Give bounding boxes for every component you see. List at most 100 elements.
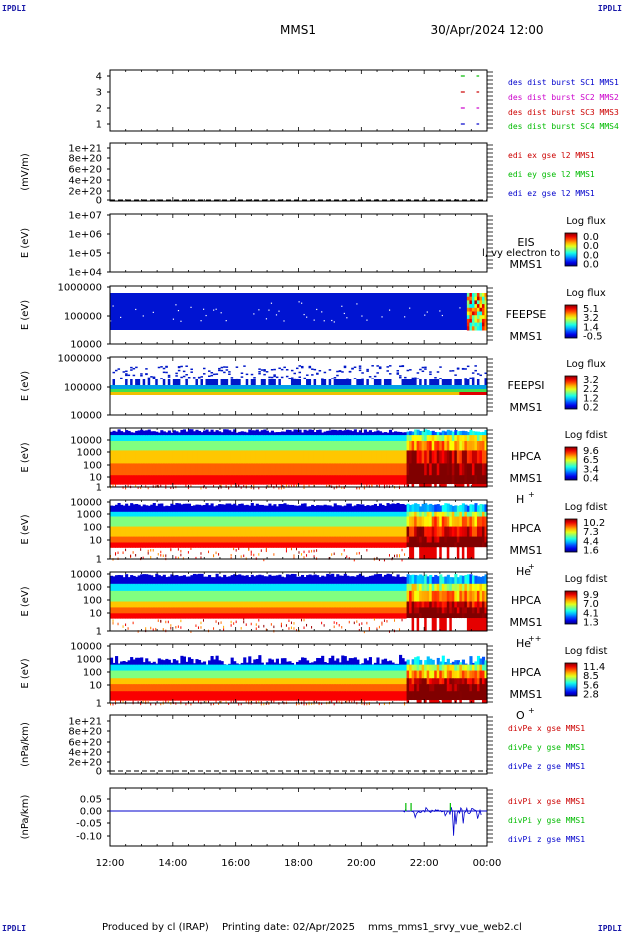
header-datetime: 30/Apr/2024 12:00	[430, 23, 543, 37]
panel-edi-legend-entry: edi ex gse l2 MMS1	[508, 151, 595, 160]
panel-hpca_h-ylabel: E (eV)	[20, 442, 31, 472]
panel-hpca_o-charge: +	[528, 706, 535, 715]
panel-edi-ytick-label: 2e+20	[68, 187, 102, 198]
panel-divpi-ytick-label: -0.10	[76, 832, 102, 843]
panel-hpca_h-cbar-tick: 9.6	[583, 446, 599, 457]
panel-hpca_he-charge: +	[528, 562, 535, 571]
x-tick-label: 14:00	[158, 858, 187, 869]
panel-hpca_h-spectrogram	[110, 429, 488, 490]
panel-burst-frame	[109, 69, 488, 132]
panel-hpca_he-ytick-label: 1000	[77, 510, 102, 521]
panel-divpe-ylabel: (nPa/km)	[20, 722, 31, 767]
panel-hpca_hepp-species: He	[516, 637, 531, 650]
panel-feepse-cbar-tick: 5.1	[583, 304, 599, 315]
panel-edi-ytick-label: 8e+20	[68, 154, 102, 165]
panel-hpca_he-colorbar	[564, 518, 578, 553]
panel-hpca_h-subtitle: MMS1	[510, 472, 543, 485]
panel-hpca_he-cbar-tick: 4.4	[583, 536, 599, 547]
time-axis: 12:00 14:00 16:00 18:00 20:00 22:00 00:00	[96, 858, 502, 869]
panel-hpca_he-ytick-label: 100	[83, 523, 102, 534]
panel-hpca_o-species: O	[516, 709, 525, 722]
panel-feepse-ytick-label: 1000000	[57, 283, 102, 294]
panel-hpca_he-spectrogram	[110, 502, 488, 562]
panel-hpca_o-cbar-tick: 8.5	[583, 671, 599, 682]
panel-feepsi-ytick-label: 100000	[64, 383, 102, 394]
panel-hpca_hepp-title: HPCA	[511, 594, 542, 607]
panel-eis-ytick-label: 1e+06	[68, 230, 102, 241]
panel-divpe-ytick-label: 4e+20	[68, 748, 102, 759]
panel-hpca_he-cbar-tick: 1.6	[583, 546, 599, 557]
panel-hpca_h-ytick-label: 10000	[70, 436, 102, 447]
panel-divpi-frame	[109, 787, 488, 847]
panel-feepse-ytick-label: 10000	[70, 340, 102, 351]
panel-divpi-ytick-label: 0.00	[80, 807, 102, 818]
panel-hpca_h-ytick-label: 10	[89, 473, 102, 484]
panel-eis-cbar-tick: 0.0	[583, 241, 599, 252]
panel-feepse-cbar-title: Log flux	[566, 288, 606, 299]
panel-divpe-legend-entry: divPe y gse MMS1	[508, 743, 585, 752]
panel-edi-ytick-label: 6e+20	[68, 165, 102, 176]
panel-divpi-legend-entry: divPi x gse MMS1	[508, 797, 585, 806]
panel-hpca_o-ytick-label: 10000	[70, 642, 102, 653]
panel-hpca_he-ytick-label: 1	[96, 555, 102, 566]
panel-hpca_o-colorbar	[564, 662, 578, 697]
panel-hpca_he-ylabel: E (eV)	[20, 514, 31, 544]
panel-divpe-ytick-label: 2e+20	[68, 758, 102, 769]
panel-hpca_h-title: HPCA	[511, 450, 542, 463]
panel-divpe-frame	[109, 714, 488, 775]
panel-feepsi-subtitle: MMS1	[510, 401, 543, 414]
panel-feepsi-colorbar	[564, 375, 578, 410]
panel-divpi-legend-entry: divPi z gse MMS1	[508, 835, 585, 844]
panels: 4 3 2 1 des dist burst SC1 MMS1 des dist burs…	[20, 69, 619, 847]
panel-hpca_o-spectrogram	[110, 654, 488, 706]
panel-eis-cbar-title: Log flux	[566, 216, 606, 227]
panel-eis-ytick-label: 1e+05	[68, 249, 102, 260]
panel-burst-legend-entry: des dist burst SC3 MMS3	[508, 108, 619, 117]
panel-edi-ylabel: (mV/m)	[20, 153, 31, 191]
panel-hpca_h-charge: +	[528, 490, 535, 499]
panel-divpe-ytick-label: 8e+20	[68, 727, 102, 738]
panel-edi-ytick-label: 4e+20	[68, 176, 102, 187]
panel-hpca_hepp-ytick-label: 1	[96, 627, 102, 638]
panel-eis-colorbar	[564, 232, 578, 267]
panel-eis-frame	[109, 213, 488, 273]
panel-hpca_he-cbar-title: Log fdist	[565, 502, 608, 513]
panel-feepse-title: FEEPSE	[506, 308, 547, 321]
panel-hpca_he-title: HPCA	[511, 522, 542, 535]
panel-hpca_he-species: He	[516, 565, 531, 578]
panel-eis-overlay-text: l, vy electron to	[482, 248, 560, 259]
panel-hpca_o-title: HPCA	[511, 666, 542, 679]
corner-label-tr: IPDLI	[597, 4, 622, 13]
panel-divpe-legend-entry: divPe x gse MMS1	[508, 724, 585, 733]
panel-edi-ytick-label: 1e+21	[68, 144, 102, 155]
panel-hpca_h-species: H	[516, 493, 524, 506]
panel-hpca_o-ytick-label: 100	[83, 668, 102, 679]
corner-label-bl: IPDLI	[2, 924, 27, 933]
panel-edi-legend-entry: edi ey gse l2 MMS1	[508, 170, 595, 179]
panel-hpca_hepp-cbar-title: Log fdist	[565, 574, 608, 585]
corner-label-tl: IPDLI	[2, 4, 27, 13]
panel-eis-cbar-tick: 0.0	[583, 260, 599, 271]
panel-hpca_o-cbar-tick: 2.8	[583, 690, 599, 701]
panel-hpca_h-cbar-tick: 6.5	[583, 455, 599, 466]
panel-divpi-legend-entry: divPi y gse MMS1	[508, 816, 585, 825]
x-tick-label: 00:00	[473, 858, 502, 869]
panel-hpca_hepp-spectrogram	[110, 573, 488, 634]
panel-hpca_o-ytick-label: 1000	[77, 655, 102, 666]
panel-hpca_hepp-cbar-tick: 1.3	[583, 618, 599, 629]
panel-eis-title: EIS	[517, 236, 534, 249]
panel-feepse-cbar-tick: 3.2	[583, 313, 599, 324]
panel-burst-legend-entry: des dist burst SC1 MMS1	[508, 78, 619, 87]
panel-hpca_he-cbar-tick: 10.2	[583, 518, 605, 529]
footer-filename: mms_mms1_srvy_vue_web2.cl	[368, 922, 522, 933]
panel-feepse-spectrogram	[110, 293, 488, 331]
panel-feepse-subtitle: MMS1	[510, 330, 543, 343]
panel-divpe-ytick-label: 0	[96, 767, 102, 778]
panel-hpca_o-cbar-tick: 5.6	[583, 680, 599, 691]
panel-hpca_hepp-cbar-tick: 9.9	[583, 590, 599, 601]
panel-hpca_hepp-subtitle: MMS1	[510, 616, 543, 629]
panel-feepse-ytick-label: 100000	[64, 312, 102, 323]
panel-feepse-cbar-tick: -0.5	[583, 332, 603, 343]
x-tick-label: 12:00	[96, 858, 125, 869]
panel-hpca_he-cbar-tick: 7.3	[583, 527, 599, 538]
